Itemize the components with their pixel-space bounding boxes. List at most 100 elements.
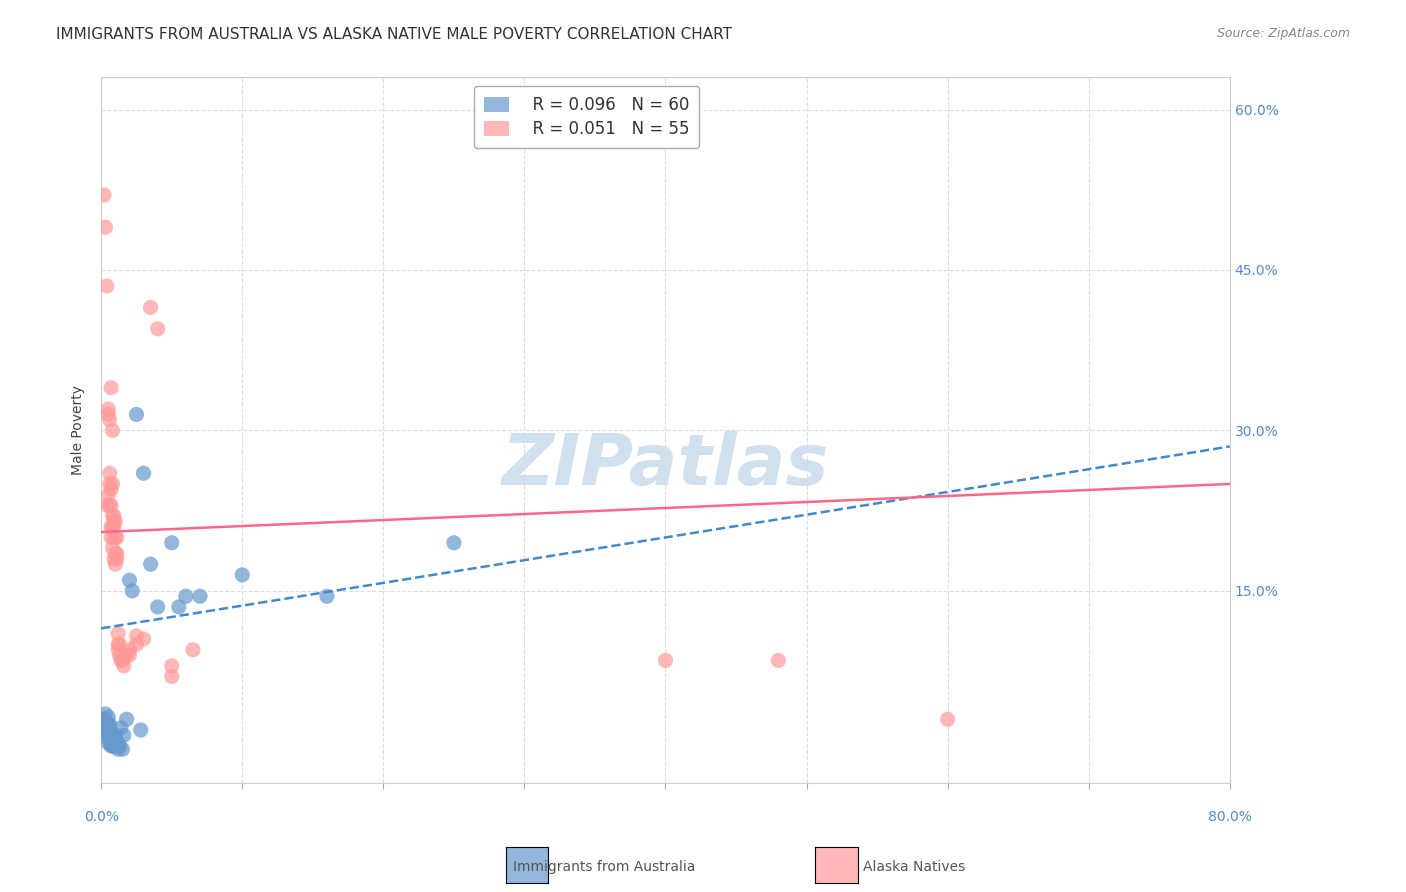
Point — [100, 381, 122, 395]
Point — [174, 589, 197, 603]
Y-axis label: Male Poverty: Male Poverty — [72, 385, 86, 475]
Point — [103, 515, 125, 529]
Point — [121, 583, 143, 598]
Point — [100, 530, 122, 544]
Point — [100, 483, 122, 497]
Point — [108, 648, 131, 662]
Point — [129, 723, 152, 737]
Point — [93, 723, 115, 737]
Point — [132, 632, 155, 646]
Point — [98, 467, 121, 481]
Point — [107, 736, 129, 750]
Point — [118, 642, 141, 657]
Point — [96, 499, 118, 513]
Point — [188, 589, 211, 603]
Point — [101, 731, 124, 746]
Point — [98, 731, 121, 746]
Point — [100, 728, 122, 742]
Point — [97, 488, 120, 502]
Point — [100, 731, 122, 746]
Point — [93, 188, 115, 202]
Point — [98, 723, 121, 737]
Point — [146, 322, 169, 336]
Point — [105, 530, 128, 544]
Point — [167, 599, 190, 614]
Point — [101, 733, 124, 747]
Point — [98, 477, 121, 491]
Point — [125, 629, 148, 643]
Point — [768, 653, 790, 667]
Point — [105, 551, 128, 566]
Point — [103, 736, 125, 750]
Point — [112, 658, 135, 673]
Point — [160, 658, 183, 673]
Point — [110, 721, 132, 735]
Point — [104, 557, 127, 571]
Point — [125, 408, 148, 422]
Point — [139, 301, 162, 315]
Point — [103, 733, 125, 747]
Point — [97, 717, 120, 731]
Point — [101, 736, 124, 750]
Point — [115, 648, 138, 662]
Text: 80.0%: 80.0% — [1208, 810, 1251, 824]
Point — [108, 637, 131, 651]
Point — [105, 546, 128, 560]
Point — [103, 509, 125, 524]
Point — [115, 712, 138, 726]
Point — [96, 728, 118, 742]
Point — [103, 530, 125, 544]
Point — [108, 739, 131, 753]
Point — [104, 731, 127, 746]
Point — [98, 725, 121, 739]
Point — [93, 712, 115, 726]
Text: Immigrants from Australia: Immigrants from Australia — [513, 860, 696, 874]
Point — [101, 477, 124, 491]
Point — [160, 669, 183, 683]
Point — [101, 541, 124, 555]
Point — [111, 742, 134, 756]
Point — [91, 717, 114, 731]
Point — [101, 509, 124, 524]
Point — [97, 736, 120, 750]
Point — [111, 653, 134, 667]
Point — [100, 739, 122, 753]
Point — [107, 642, 129, 657]
Point — [97, 710, 120, 724]
Point — [94, 721, 117, 735]
Point — [97, 402, 120, 417]
Point — [936, 712, 959, 726]
Point — [125, 637, 148, 651]
Point — [118, 573, 141, 587]
Point — [316, 589, 339, 603]
Point — [96, 723, 118, 737]
Point — [104, 739, 127, 753]
Point — [104, 546, 127, 560]
Point — [443, 535, 465, 549]
Point — [104, 530, 127, 544]
Text: 0.0%: 0.0% — [84, 810, 118, 824]
Point — [98, 499, 121, 513]
Text: Alaska Natives: Alaska Natives — [863, 860, 965, 874]
Point — [98, 413, 121, 427]
Point — [181, 642, 204, 657]
Point — [104, 515, 127, 529]
Point — [118, 648, 141, 662]
Point — [100, 499, 122, 513]
Text: Source: ZipAtlas.com: Source: ZipAtlas.com — [1216, 27, 1350, 40]
Point — [101, 520, 124, 534]
Point — [103, 551, 125, 566]
Point — [97, 728, 120, 742]
Point — [100, 520, 122, 534]
Point — [94, 220, 117, 235]
Point — [100, 736, 122, 750]
Point — [97, 725, 120, 739]
Point — [98, 717, 121, 731]
Point — [104, 728, 127, 742]
Point — [94, 706, 117, 721]
Point — [103, 739, 125, 753]
Point — [97, 723, 120, 737]
Point — [101, 424, 124, 438]
Point — [96, 717, 118, 731]
Point — [100, 725, 122, 739]
